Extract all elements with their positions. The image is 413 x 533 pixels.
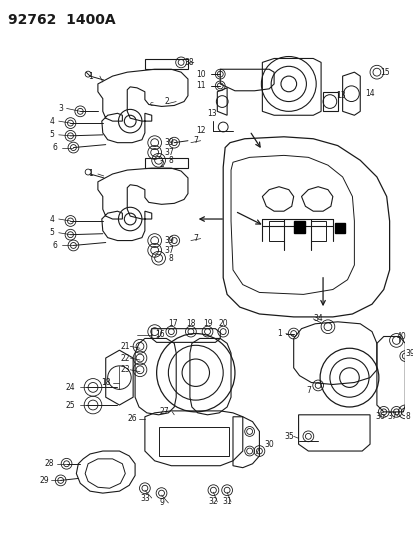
Text: 39: 39: [164, 138, 174, 147]
Text: 39: 39: [164, 236, 174, 245]
Text: 7: 7: [193, 234, 198, 243]
Bar: [268, 221, 283, 240]
Text: 3: 3: [58, 104, 63, 113]
Text: 37: 37: [387, 412, 396, 421]
Text: 15: 15: [379, 68, 389, 77]
Text: 36: 36: [374, 412, 384, 421]
Text: 26: 26: [127, 414, 137, 423]
Text: 13: 13: [207, 109, 217, 118]
Text: 12: 12: [196, 126, 205, 135]
Text: 16: 16: [154, 330, 164, 339]
Text: 38: 38: [184, 58, 193, 67]
Text: 11: 11: [196, 82, 205, 91]
Text: 29: 29: [39, 476, 49, 485]
Text: 32: 32: [208, 497, 218, 506]
Text: 35: 35: [283, 432, 293, 441]
Text: 7: 7: [305, 386, 310, 395]
Text: 25: 25: [66, 400, 75, 409]
Text: 20: 20: [218, 319, 228, 328]
Text: 1: 1: [88, 71, 93, 80]
Text: 37: 37: [164, 148, 174, 157]
Text: 4: 4: [49, 214, 54, 223]
Text: 8: 8: [404, 412, 409, 421]
Text: c: c: [150, 101, 153, 107]
Text: 30: 30: [263, 440, 273, 449]
Text: 24: 24: [66, 383, 75, 392]
Text: 8: 8: [169, 156, 173, 165]
Text: 34: 34: [313, 314, 322, 324]
Text: 8: 8: [169, 254, 173, 263]
Text: 6: 6: [52, 241, 57, 250]
Text: 10: 10: [195, 70, 205, 79]
Text: 17: 17: [168, 319, 178, 328]
Text: 37: 37: [164, 246, 174, 255]
Text: 13: 13: [335, 91, 345, 100]
Text: 92762  1400A: 92762 1400A: [8, 13, 115, 27]
Text: 2: 2: [164, 97, 169, 106]
Bar: [311, 221, 325, 240]
Text: 19: 19: [202, 319, 212, 328]
Text: 18: 18: [101, 378, 110, 387]
Text: 4: 4: [49, 117, 54, 126]
Text: 5: 5: [49, 228, 54, 237]
Bar: [158, 426, 228, 456]
Text: 28: 28: [44, 459, 54, 469]
Text: 40: 40: [396, 332, 405, 341]
Text: 39: 39: [404, 349, 413, 358]
Text: 18: 18: [186, 319, 195, 328]
Text: 1: 1: [88, 169, 93, 179]
Bar: [293, 221, 305, 233]
Text: 33: 33: [140, 494, 150, 503]
Text: 21: 21: [120, 342, 130, 351]
Text: 7: 7: [193, 136, 198, 145]
Text: 6: 6: [52, 143, 57, 152]
Text: 14: 14: [364, 89, 374, 98]
Text: 22: 22: [120, 353, 130, 362]
Text: 27: 27: [159, 407, 169, 416]
Text: 5: 5: [49, 131, 54, 139]
Text: 23: 23: [120, 365, 130, 374]
Bar: [334, 223, 344, 233]
Text: 31: 31: [222, 497, 231, 506]
Text: 9: 9: [159, 498, 164, 507]
Text: 1: 1: [277, 329, 282, 338]
Text: 2: 2: [159, 160, 164, 169]
